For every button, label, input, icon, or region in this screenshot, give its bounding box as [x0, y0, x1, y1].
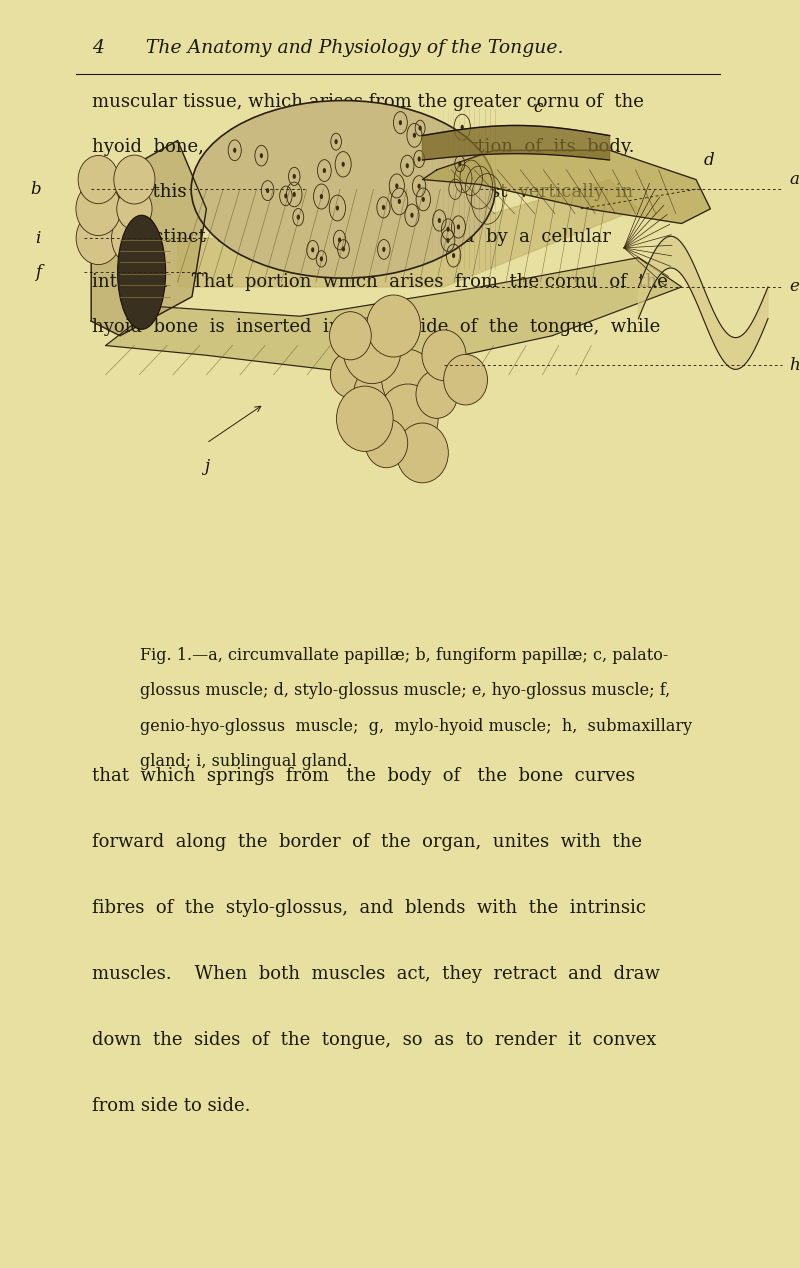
Ellipse shape [76, 183, 121, 236]
Circle shape [266, 188, 270, 193]
Circle shape [342, 246, 345, 251]
Circle shape [418, 126, 422, 131]
Ellipse shape [422, 330, 466, 380]
Circle shape [382, 247, 386, 252]
Ellipse shape [343, 317, 401, 384]
Circle shape [446, 227, 450, 232]
Circle shape [461, 124, 464, 129]
Circle shape [413, 133, 416, 138]
Text: muscular tissue, which arises from the greater cornu of  the: muscular tissue, which arises from the g… [92, 93, 644, 110]
Text: From  this  double  origin  it  ascends  almost  vertically  in: From this double origin it ascends almos… [92, 183, 634, 200]
Circle shape [410, 213, 414, 218]
Circle shape [406, 164, 409, 169]
Circle shape [438, 218, 441, 223]
Ellipse shape [365, 418, 408, 468]
Ellipse shape [444, 355, 487, 404]
Text: 4       The Anatomy and Physiology of the Tongue.: 4 The Anatomy and Physiology of the Tong… [92, 39, 563, 57]
Ellipse shape [354, 365, 405, 424]
Ellipse shape [416, 370, 458, 418]
Text: genio-hyo-glossus  muscle;  g,  mylo-hyoid muscle;  h,  submaxillary: genio-hyo-glossus muscle; g, mylo-hyoid … [140, 718, 692, 734]
Circle shape [320, 194, 323, 199]
Text: interval.    That  portion  which  arises  from  the cornu  of  the: interval. That portion which arises from… [92, 273, 668, 290]
Polygon shape [422, 150, 710, 223]
Circle shape [260, 153, 263, 158]
Circle shape [336, 205, 339, 210]
Ellipse shape [366, 295, 421, 358]
Circle shape [311, 247, 314, 252]
Text: e: e [790, 279, 799, 295]
Text: c: c [533, 99, 542, 117]
Ellipse shape [337, 387, 393, 451]
Ellipse shape [397, 424, 448, 483]
Ellipse shape [330, 312, 371, 360]
Ellipse shape [118, 216, 166, 330]
Ellipse shape [330, 351, 370, 398]
Text: gland; i, sublingual gland.: gland; i, sublingual gland. [140, 753, 353, 770]
Text: forward  along  the  border  of  the  organ,  unites  with  the: forward along the border of the organ, u… [92, 833, 642, 851]
Polygon shape [638, 236, 768, 369]
Text: glossus muscle; d, stylo-glossus muscle; e, hyo-glossus muscle; f,: glossus muscle; d, stylo-glossus muscle;… [140, 682, 670, 699]
Circle shape [395, 184, 398, 189]
Polygon shape [106, 257, 682, 375]
Text: down  the  sides  of  the  tongue,  so  as  to  render  it  convex: down the sides of the tongue, so as to r… [92, 1031, 656, 1049]
Ellipse shape [111, 210, 158, 265]
Polygon shape [422, 126, 610, 160]
Circle shape [338, 237, 341, 242]
Circle shape [233, 148, 236, 153]
Text: i: i [35, 230, 41, 247]
Polygon shape [178, 180, 638, 287]
Circle shape [446, 238, 450, 243]
Circle shape [342, 162, 345, 167]
Text: fibres  of  the  stylo-glossus,  and  blends  with  the  intrinsic: fibres of the stylo-glossus, and blends … [92, 899, 646, 917]
Circle shape [399, 120, 402, 126]
Text: that  which  springs  from   the  body  of   the  bone  curves: that which springs from the body of the … [92, 767, 635, 785]
Circle shape [452, 254, 455, 259]
Circle shape [418, 156, 421, 161]
Circle shape [284, 193, 287, 198]
Circle shape [458, 161, 462, 166]
Text: f: f [34, 264, 41, 280]
Ellipse shape [78, 156, 118, 204]
Text: b: b [30, 181, 41, 198]
Circle shape [297, 214, 300, 219]
Ellipse shape [382, 350, 434, 410]
Text: from side to side.: from side to side. [92, 1097, 250, 1115]
Text: d: d [703, 151, 714, 169]
Text: hyoid  bone,  and  from  the  adjacent  portion  of  its  body.: hyoid bone, and from the adjacent portio… [92, 138, 634, 156]
Ellipse shape [76, 212, 121, 265]
Text: muscles.    When  both  muscles  act,  they  retract  and  draw: muscles. When both muscles act, they ret… [92, 965, 660, 983]
Circle shape [334, 139, 338, 145]
Bar [48, 101, 768, 590]
Polygon shape [91, 141, 206, 336]
Text: j: j [204, 458, 209, 474]
Ellipse shape [117, 188, 152, 230]
Circle shape [293, 191, 296, 197]
Circle shape [320, 256, 323, 261]
Circle shape [418, 184, 421, 189]
Text: hyoid  bone  is  inserted  into  the  side  of  the  tongue,  while: hyoid bone is inserted into the side of … [92, 317, 660, 336]
Circle shape [422, 197, 425, 202]
Text: h: h [790, 356, 800, 374]
Circle shape [457, 224, 460, 230]
Text: a: a [790, 171, 799, 188]
Ellipse shape [114, 155, 155, 204]
Ellipse shape [378, 384, 438, 454]
Ellipse shape [191, 100, 495, 278]
Circle shape [382, 205, 385, 210]
Circle shape [322, 169, 326, 174]
Circle shape [398, 199, 401, 204]
Circle shape [293, 174, 296, 179]
Text: Fig. 1.—a, circumvallate papillæ; b, fungiform papillæ; c, palato-: Fig. 1.—a, circumvallate papillæ; b, fun… [140, 647, 668, 663]
Text: two  distinct  slips,  which  are  separated  by  a  cellular: two distinct slips, which are separated … [92, 227, 611, 246]
